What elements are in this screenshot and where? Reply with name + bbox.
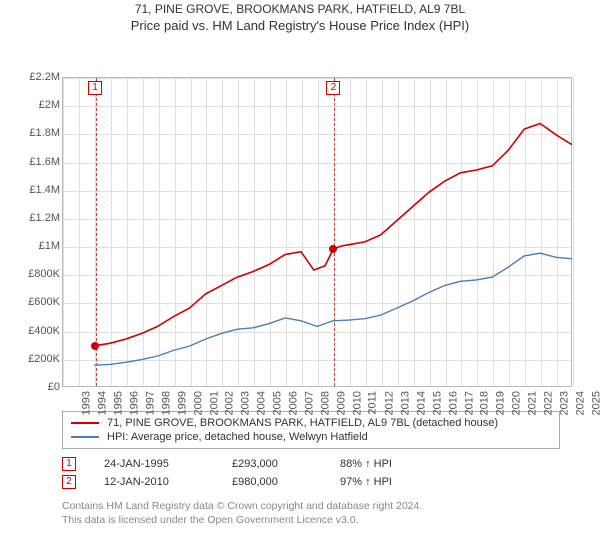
x-tick-label: 2002 — [224, 391, 236, 415]
x-tick-label: 1999 — [176, 391, 188, 415]
x-tick-label: 1995 — [112, 391, 124, 415]
chart-title-line2: Price paid vs. HM Land Registry's House … — [0, 18, 600, 33]
x-tick-label: 2014 — [415, 391, 427, 415]
event-marker-box-2: 2 — [326, 81, 340, 95]
y-tick-label: £1.8M — [2, 127, 60, 139]
x-tick-label: 2009 — [335, 391, 347, 415]
x-tick-label: 2011 — [367, 391, 379, 415]
y-tick-label: £400K — [2, 325, 60, 337]
event-marker-1: 1 — [62, 457, 76, 471]
x-tick-label: 2007 — [304, 391, 316, 415]
y-tick-label: £1.6M — [2, 156, 60, 168]
footer-line2: This data is licensed under the Open Gov… — [62, 513, 560, 527]
x-tick-label: 2019 — [495, 391, 507, 415]
event-row-2: 2 12-JAN-2010 £980,000 97% ↑ HPI — [62, 473, 560, 491]
x-tick-label: 1997 — [144, 391, 156, 415]
series-line-price_paid — [95, 124, 572, 346]
y-tick-label: £0 — [2, 381, 60, 393]
y-tick-label: £1.4M — [2, 184, 60, 196]
x-tick-label: 2021 — [527, 391, 539, 415]
x-tick-label: 2006 — [288, 391, 300, 415]
y-tick-label: £600K — [2, 296, 60, 308]
event-date-1: 24-JAN-1995 — [104, 458, 204, 470]
x-tick-label: 2012 — [383, 391, 395, 415]
y-tick-label: £200K — [2, 353, 60, 365]
event-row-1: 1 24-JAN-1995 £293,000 88% ↑ HPI — [62, 455, 560, 473]
event-dot-1 — [91, 342, 99, 350]
event-dot-2 — [329, 245, 337, 253]
x-tick-label: 2025 — [590, 391, 600, 415]
chart-area: £0 £200K £400K £600K £800K £1M £1.2M £1.4M £1.6M… — [0, 33, 600, 403]
event-price-2: £980,000 — [232, 476, 312, 488]
x-tick-label: 2010 — [351, 391, 363, 415]
event-date-2: 12-JAN-2010 — [104, 476, 204, 488]
event-price-1: £293,000 — [232, 458, 312, 470]
x-tick-label: 2005 — [272, 391, 284, 415]
series-svg — [62, 77, 572, 387]
legend: 71, PINE GROVE, BROOKMANS PARK, HATFIELD… — [62, 411, 560, 449]
footer: Contains HM Land Registry data © Crown c… — [62, 499, 560, 527]
x-tick-label: 2022 — [543, 391, 555, 415]
x-tick-label: 2001 — [208, 391, 220, 415]
x-tick-label: 2008 — [320, 391, 332, 415]
x-tick-label: 1994 — [96, 391, 108, 415]
legend-row-hpi: HPI: Average price, detached house, Welw… — [71, 430, 551, 444]
footer-line1: Contains HM Land Registry data © Crown c… — [62, 499, 560, 513]
x-tick-label: 1998 — [160, 391, 172, 415]
chart-title-line1: 71, PINE GROVE, BROOKMANS PARK, HATFIELD… — [0, 2, 600, 16]
x-tick-label: 1996 — [128, 391, 140, 415]
y-tick-label: £2M — [2, 99, 60, 111]
x-tick-label: 2015 — [431, 391, 443, 415]
chart-title-block: 71, PINE GROVE, BROOKMANS PARK, HATFIELD… — [0, 0, 600, 33]
x-tick-label: 1993 — [80, 391, 92, 415]
x-tick-label: 2004 — [256, 391, 268, 415]
series-line-hpi — [94, 253, 572, 365]
legend-label-hpi: HPI: Average price, detached house, Welw… — [107, 431, 368, 443]
x-tick-label: 2017 — [463, 391, 475, 415]
event-marker-box-1: 1 — [88, 81, 102, 95]
x-tick-label: 2000 — [192, 391, 204, 415]
x-tick-label: 2018 — [479, 391, 491, 415]
y-tick-label: £2.2M — [2, 71, 60, 83]
x-tick-label: 2003 — [240, 391, 252, 415]
y-tick-label: £1M — [2, 240, 60, 252]
legend-swatch-hpi — [71, 436, 99, 438]
events-table: 1 24-JAN-1995 £293,000 88% ↑ HPI 2 12-JA… — [62, 455, 560, 491]
grid-line-v — [573, 78, 574, 386]
legend-label-price-paid: 71, PINE GROVE, BROOKMANS PARK, HATFIELD… — [107, 417, 498, 429]
legend-row-price-paid: 71, PINE GROVE, BROOKMANS PARK, HATFIELD… — [71, 416, 551, 430]
x-tick-label: 2024 — [575, 391, 587, 415]
x-tick-label: 2023 — [559, 391, 571, 415]
event-marker-2: 2 — [62, 475, 76, 489]
event-pct-2: 97% ↑ HPI — [340, 476, 392, 488]
x-tick-label: 2013 — [399, 391, 411, 415]
x-tick-label: 2016 — [447, 391, 459, 415]
legend-swatch-price-paid — [71, 422, 99, 424]
y-tick-label: £1.2M — [2, 212, 60, 224]
x-tick-label: 2020 — [511, 391, 523, 415]
y-tick-label: £800K — [2, 268, 60, 280]
event-pct-1: 88% ↑ HPI — [340, 458, 392, 470]
